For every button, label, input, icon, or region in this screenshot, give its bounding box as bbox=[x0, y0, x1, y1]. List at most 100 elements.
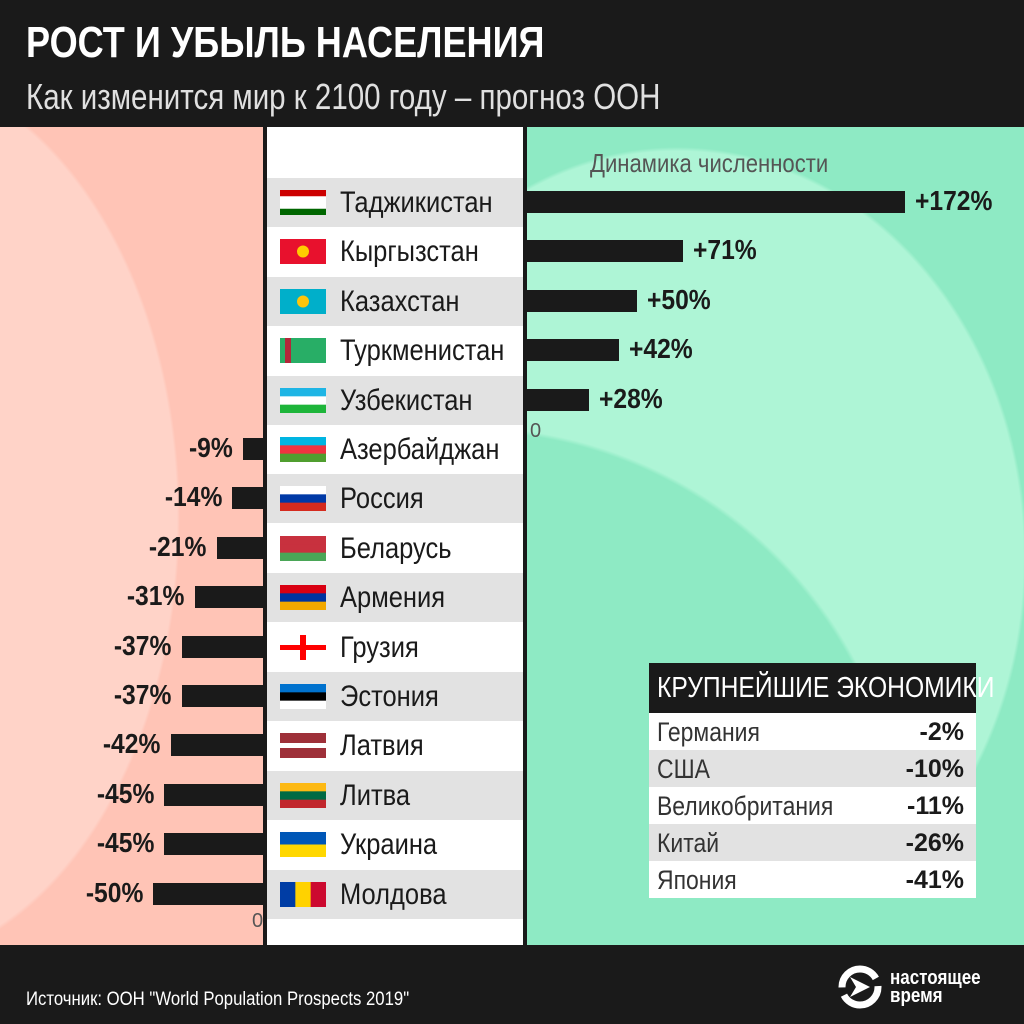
country-name: Азербайджан bbox=[340, 433, 500, 466]
data-label: -45% bbox=[96, 777, 154, 809]
bar bbox=[232, 487, 263, 510]
data-label: -45% bbox=[96, 827, 154, 859]
economy-value: -26% bbox=[905, 829, 964, 857]
bar bbox=[243, 438, 263, 460]
data-label: +71% bbox=[693, 234, 757, 266]
country-row: Украина bbox=[267, 820, 523, 869]
country-row: Эстония bbox=[267, 672, 523, 721]
country-row: Молдова bbox=[267, 869, 523, 919]
data-label: +42% bbox=[629, 333, 694, 365]
footer: Источник: ООН "World Population Prospect… bbox=[0, 945, 1024, 1024]
bar bbox=[216, 536, 263, 559]
economy-row: Китай -26% bbox=[649, 824, 976, 861]
country-name: Туркменистан bbox=[340, 334, 505, 368]
table-title: КРУПНЕЙШИЕ ЭКОНОМИКИ bbox=[657, 672, 995, 704]
country-name: Кыргызстан bbox=[340, 235, 479, 269]
economy-value: -41% bbox=[905, 866, 964, 894]
country-row: Грузия bbox=[267, 623, 523, 672]
country-name: Эстония bbox=[340, 680, 439, 713]
flag-azerbaijan-icon bbox=[280, 437, 326, 462]
country-row: Кыргызстан bbox=[267, 227, 523, 276]
bar bbox=[164, 783, 263, 806]
flag-ukraine-icon bbox=[280, 832, 326, 858]
data-label: -21% bbox=[149, 530, 207, 562]
data-label: -14% bbox=[164, 481, 223, 513]
bar bbox=[153, 882, 263, 905]
flag-russia-icon bbox=[280, 486, 326, 512]
country-row: Литва bbox=[267, 770, 523, 820]
country-name: Грузия bbox=[340, 630, 419, 664]
country-row: Армения bbox=[267, 573, 523, 623]
economy-value: -2% bbox=[919, 718, 964, 746]
country-name: Литва bbox=[340, 778, 411, 812]
country-row: Таджикистан bbox=[267, 178, 523, 227]
country-name: Латвия bbox=[340, 729, 424, 763]
largest-economies-table: КРУПНЕЙШИЕ ЭКОНОМИКИ Германия -2% США -10% В… bbox=[649, 663, 994, 898]
country-name: Армения bbox=[340, 581, 446, 615]
flag-armenia-icon bbox=[280, 585, 326, 611]
country-name: Узбекистан bbox=[340, 383, 473, 417]
economy-name: Германия bbox=[657, 717, 760, 747]
country-name: Молдова bbox=[340, 877, 447, 911]
economy-name: Япония bbox=[657, 865, 737, 895]
bar bbox=[527, 289, 637, 312]
country-row: Туркменистан bbox=[267, 326, 523, 375]
chart-title: Динамика численности bbox=[590, 148, 829, 178]
data-label: -37% bbox=[114, 629, 172, 661]
country-row: Азербайджан bbox=[267, 425, 523, 474]
economy-name: Великобритания bbox=[657, 791, 834, 821]
bar bbox=[527, 191, 906, 213]
country-name: Беларусь bbox=[340, 531, 452, 565]
flag-tajikistan-icon bbox=[280, 190, 326, 215]
economy-value: -10% bbox=[905, 755, 964, 783]
flag-georgia-icon bbox=[280, 634, 326, 660]
bar bbox=[181, 635, 263, 658]
source-text: Источник: ООН "World Population Prospect… bbox=[26, 989, 410, 1010]
bar bbox=[194, 586, 263, 609]
economy-row: Япония -41% bbox=[649, 861, 976, 898]
economy-name: Китай bbox=[657, 828, 720, 858]
flag-uzbekistan-icon bbox=[280, 387, 326, 413]
zero-label-negative: 0 bbox=[252, 910, 264, 932]
data-label: +50% bbox=[647, 283, 711, 315]
data-label: +28% bbox=[598, 382, 663, 414]
economy-row: Германия -2% bbox=[649, 713, 976, 750]
page-subtitle: Как изменится мир к 2100 году – прогноз … bbox=[26, 76, 661, 117]
data-label: +172% bbox=[915, 185, 993, 216]
negative-panel bbox=[0, 127, 263, 945]
logo-icon bbox=[838, 965, 882, 1009]
bar bbox=[181, 685, 263, 707]
economy-value: -11% bbox=[907, 792, 964, 820]
country-name: Россия bbox=[340, 482, 424, 516]
data-label: -9% bbox=[189, 432, 234, 463]
economy-name: США bbox=[657, 754, 710, 784]
zero-label-positive: 0 bbox=[530, 420, 542, 442]
bar bbox=[164, 833, 263, 856]
bar bbox=[527, 388, 589, 411]
logo-line2: время bbox=[890, 985, 943, 1007]
economy-row: Великобритания -11% bbox=[649, 787, 976, 824]
bar bbox=[170, 734, 263, 757]
country-name: Таджикистан bbox=[340, 186, 493, 219]
bar bbox=[527, 339, 620, 362]
table-header: КРУПНЕЙШИЕ ЭКОНОМИКИ bbox=[649, 663, 994, 713]
header: РОСТ И УБЫЛЬ НАСЕЛЕНИЯ Как изменится мир… bbox=[0, 0, 1024, 127]
flag-kazakhstan-icon bbox=[280, 288, 326, 314]
data-label: -42% bbox=[103, 728, 161, 760]
country-name: Украина bbox=[340, 828, 438, 862]
flag-lithuania-icon bbox=[280, 782, 326, 808]
data-label: -50% bbox=[85, 876, 143, 908]
logo: настоящее время bbox=[836, 963, 1016, 1013]
flag-turkmenistan-icon bbox=[280, 338, 326, 364]
flag-kyrgyzstan-icon bbox=[280, 239, 326, 265]
country-row: Узбекистан bbox=[267, 375, 523, 425]
flag-moldova-icon bbox=[280, 881, 326, 907]
bar bbox=[527, 240, 684, 263]
flag-latvia-icon bbox=[280, 733, 326, 759]
country-name: Казахстан bbox=[340, 284, 460, 318]
country-row: Казахстан bbox=[267, 276, 523, 326]
flag-belarus-icon bbox=[280, 535, 326, 561]
economy-row: США -10% bbox=[649, 750, 976, 787]
data-label: -37% bbox=[114, 679, 172, 710]
logo-line1: настоящее bbox=[890, 967, 981, 989]
